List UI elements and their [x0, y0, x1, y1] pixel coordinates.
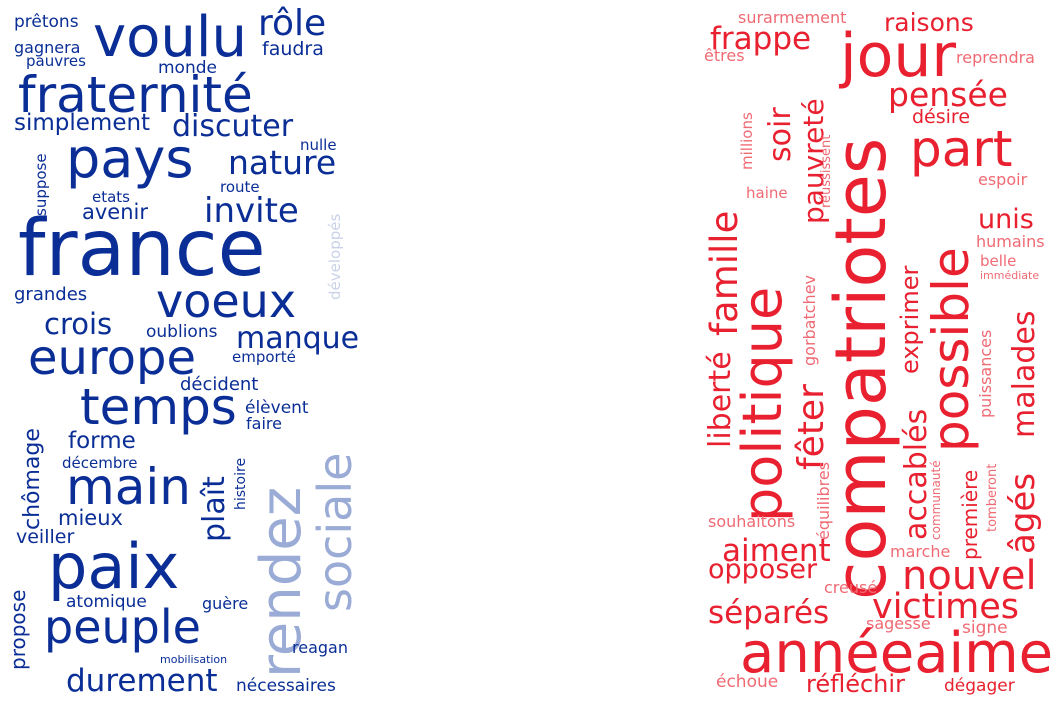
- word: surarmement: [738, 8, 847, 27]
- word: creusé: [824, 578, 878, 597]
- word: pensée: [888, 75, 1008, 114]
- word: nécessaires: [236, 676, 336, 696]
- word: monde: [158, 58, 217, 78]
- word: fêter: [791, 384, 832, 470]
- word: grandes: [14, 284, 88, 305]
- word: frappe: [710, 21, 812, 57]
- word: france: [18, 204, 266, 294]
- word: guère: [202, 594, 249, 613]
- word: invite: [204, 191, 299, 231]
- word: âgés: [1003, 472, 1043, 554]
- word: décembre: [62, 454, 138, 472]
- word: humains: [976, 232, 1045, 251]
- word: crois: [44, 307, 113, 341]
- word: propose: [6, 589, 30, 670]
- word: durement: [66, 663, 218, 699]
- word: faire: [246, 414, 282, 433]
- word: main: [66, 458, 191, 516]
- word: espoir: [978, 170, 1028, 189]
- word: soir: [763, 107, 798, 162]
- word: nouvel: [902, 553, 1037, 599]
- word: belle: [980, 252, 1017, 270]
- word: paix: [48, 530, 180, 603]
- word: avenir: [82, 200, 148, 224]
- word: élèvent: [245, 398, 309, 418]
- word: politique: [731, 286, 794, 522]
- word: puissances: [976, 329, 995, 418]
- word: mobilisation: [160, 653, 228, 666]
- word: pauvres: [26, 52, 86, 70]
- word: souhaitons: [708, 512, 796, 531]
- word: haine: [746, 184, 788, 202]
- word: équilibres: [814, 461, 833, 540]
- word: peuple: [44, 600, 201, 654]
- word: jour: [840, 21, 957, 91]
- word: etats: [92, 188, 130, 206]
- word: unis: [978, 204, 1034, 235]
- word: route: [220, 178, 260, 196]
- word: faudra: [262, 38, 324, 60]
- word: malades: [1007, 310, 1042, 438]
- word: discuter: [172, 109, 294, 144]
- word: reagan: [292, 638, 348, 657]
- word: échoue: [716, 672, 779, 692]
- word: opposer: [708, 554, 818, 585]
- word: mieux: [58, 506, 123, 530]
- word: forme: [68, 428, 136, 454]
- word: rôle: [258, 3, 327, 44]
- word: séparés: [708, 595, 830, 631]
- wordcloud-right: surarmement raisons frappe jour êtres re…: [690, 0, 1060, 713]
- word: voulu: [93, 5, 247, 70]
- word: immédiate: [980, 269, 1040, 282]
- word: exprimer: [896, 265, 924, 374]
- word: gagnera: [14, 38, 81, 57]
- word: accablés: [899, 408, 934, 540]
- word: prêtons: [14, 12, 79, 32]
- word: décident: [180, 374, 259, 395]
- word: emporté: [232, 348, 296, 366]
- word: temps: [80, 378, 237, 436]
- word: manque: [236, 321, 360, 356]
- word: oublions: [146, 322, 218, 342]
- word: voeux: [156, 274, 297, 328]
- word: êtres: [704, 46, 745, 65]
- word: pays: [66, 127, 194, 190]
- word: signe: [962, 618, 1008, 638]
- word: chômage: [20, 428, 45, 530]
- word: simplement: [14, 110, 151, 136]
- word: aiment: [722, 533, 831, 569]
- word: réfléchir: [806, 670, 905, 698]
- word: part: [910, 120, 1013, 178]
- word: communauté: [929, 460, 943, 540]
- word: atomique: [66, 592, 147, 612]
- word: plaît: [197, 476, 232, 542]
- word: développés: [326, 213, 344, 300]
- word: première: [958, 469, 982, 560]
- word: millions: [738, 112, 756, 170]
- word: dégager: [944, 676, 1015, 696]
- word: sagesse: [866, 614, 931, 633]
- word: nature: [228, 143, 337, 182]
- word: désire: [912, 106, 971, 128]
- word: histoire: [233, 457, 249, 510]
- word: victimes: [872, 587, 1019, 627]
- word: gorbatchev: [800, 274, 819, 366]
- word: liberté: [703, 351, 738, 448]
- word: reprendra: [956, 48, 1035, 67]
- word: europe: [28, 330, 196, 386]
- wordcloud-left: prêtons voulu rôle gagnera pauvres faudr…: [0, 0, 362, 713]
- word: tomberont: [985, 463, 1000, 532]
- word: compatriotes: [820, 137, 902, 600]
- word: veiller: [16, 526, 75, 548]
- word: nulle: [300, 136, 337, 154]
- word: raisons: [884, 8, 974, 37]
- word: sociale: [308, 452, 362, 612]
- word: fraternité: [18, 66, 253, 124]
- word: annéeaime: [740, 621, 1054, 686]
- word: marche: [890, 542, 951, 561]
